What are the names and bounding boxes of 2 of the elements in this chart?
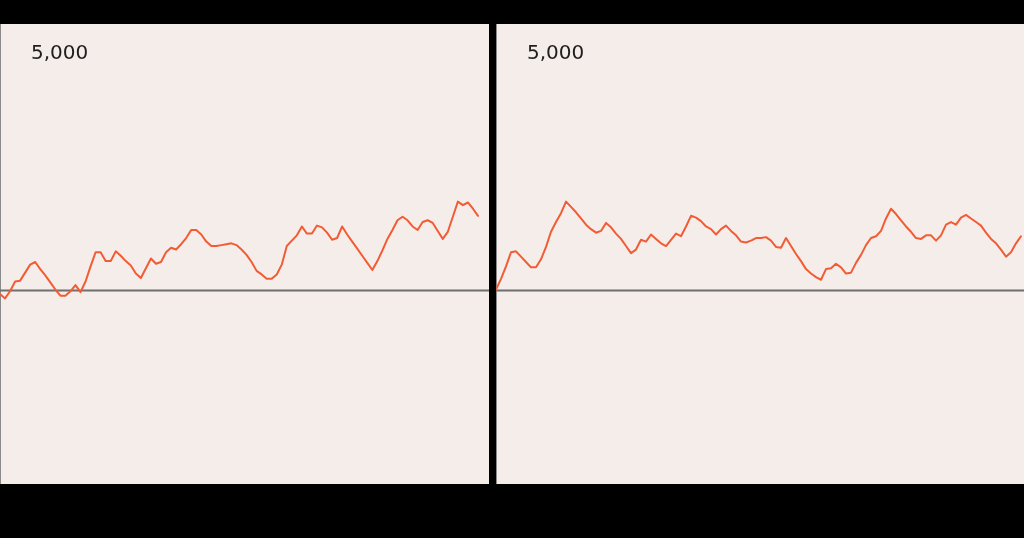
text: 5,000 [527,40,585,65]
text: 5,000 [31,40,89,65]
